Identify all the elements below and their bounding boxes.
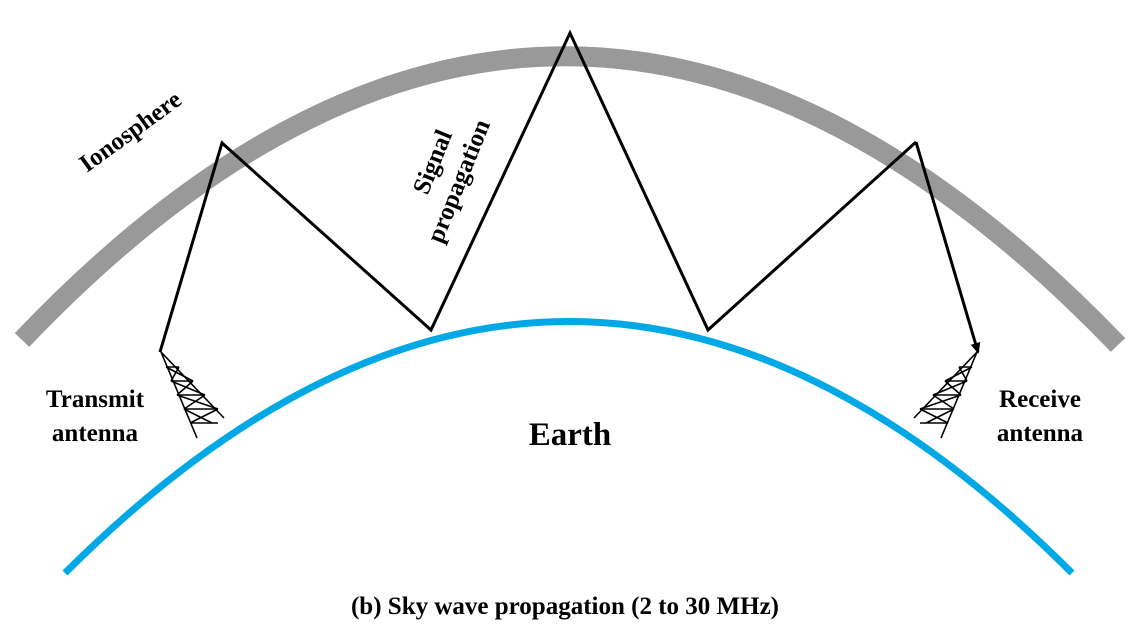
transmit-antenna-label-line1: Transmit <box>46 386 145 413</box>
receive-antenna-tower-icon <box>913 351 978 439</box>
receive-antenna-label-line1: Receive <box>999 386 1081 413</box>
earth-label: Earth <box>529 417 612 453</box>
signal-final-segment <box>914 141 981 354</box>
ionosphere-label: Ionosphere <box>75 86 187 178</box>
signal-propagation-path <box>158 29 918 353</box>
ionosphere-arc <box>14 46 1126 352</box>
receive-antenna-label-line2: antenna <box>997 420 1084 447</box>
diagram-caption: (b) Sky wave propagation (2 to 30 MHz) <box>351 593 779 620</box>
transmit-antenna-tower-icon <box>160 351 225 439</box>
transmit-antenna-label-line2: antenna <box>52 420 139 447</box>
earth-arc <box>62 318 1075 576</box>
